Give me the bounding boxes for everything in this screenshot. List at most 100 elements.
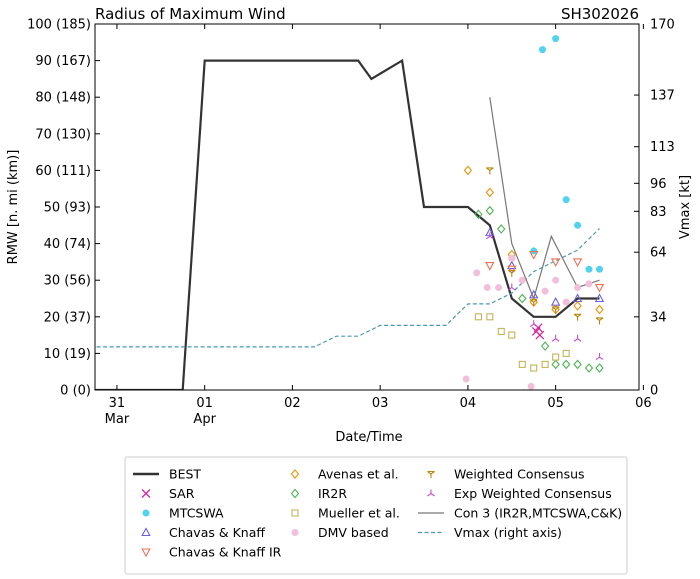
legend-label: SAR bbox=[169, 486, 195, 501]
y2-tick-label: 170 bbox=[650, 18, 675, 33]
plot-frame bbox=[94, 23, 640, 391]
data-point-avenas-et-al bbox=[595, 304, 604, 315]
data-point-weighted-consensus bbox=[486, 167, 494, 175]
data-point-weighted-consensus bbox=[573, 313, 582, 321]
data-point-dmv-based bbox=[562, 298, 570, 306]
legend-item-chavas-knaff-ir: Chavas & Knaff IR bbox=[141, 545, 282, 560]
data-point-mueller-et-al bbox=[474, 313, 482, 321]
legend-swatch bbox=[427, 470, 435, 478]
y-tick-label: 20 (37) bbox=[44, 310, 91, 325]
data-point-dmv-based bbox=[527, 382, 535, 390]
x-tick-label: 03 bbox=[372, 396, 389, 411]
y2-tick-label: 96 bbox=[650, 177, 667, 192]
legend-swatch bbox=[141, 548, 151, 558]
data-point-weighted-consensus bbox=[595, 317, 604, 325]
legend-item-exp-weighted-consensus: Exp Weighted Consensus bbox=[427, 486, 612, 501]
data-point-mueller-et-al bbox=[518, 360, 526, 368]
data-point-mueller-et-al bbox=[541, 360, 549, 368]
x-tick-label: 05 bbox=[547, 396, 564, 411]
legend-swatch bbox=[291, 529, 299, 536]
data-point-dmv-based bbox=[473, 269, 481, 277]
data-point-mueller-et-al bbox=[552, 353, 560, 361]
legend-box bbox=[124, 456, 628, 575]
data-point-dmv-based bbox=[462, 375, 470, 383]
data-point-chavas-knaff-ir bbox=[528, 251, 539, 260]
legend: BEST SAR MTCSWA Chavas & Knaff Chavas & Knaf… bbox=[133, 467, 622, 560]
data-point-mueller-et-al bbox=[562, 349, 570, 357]
x-tick-label: 02 bbox=[284, 396, 301, 411]
data-point-ir2r bbox=[485, 205, 495, 216]
y2-axis-label: Vmax [kt] bbox=[678, 175, 693, 239]
x-tick-label: 04 bbox=[460, 396, 477, 411]
data-point-dmv-based bbox=[495, 284, 503, 292]
y2-tick-label: 34 bbox=[650, 310, 667, 325]
data-point-ir2r bbox=[561, 359, 571, 370]
data-point-ir2r bbox=[573, 359, 582, 370]
data-point-chavas-knaff-ir bbox=[594, 283, 605, 293]
series-exp-weighted-consensus bbox=[486, 232, 604, 361]
series-chavas-knaff-ir bbox=[485, 251, 605, 293]
legend-item-mueller-et-al: Mueller et al. bbox=[291, 506, 400, 521]
legend-item-best: BEST bbox=[133, 467, 201, 482]
plot-area bbox=[95, 35, 605, 390]
series-ir2r bbox=[474, 205, 604, 373]
data-point-ir2r bbox=[595, 363, 604, 373]
legend-swatch bbox=[142, 509, 150, 517]
y-tick-label: 70 (130) bbox=[35, 127, 91, 142]
x-tick-label: 01 bbox=[196, 396, 213, 411]
y2-tick-label: 83 bbox=[650, 205, 667, 220]
data-point-dmv-based bbox=[541, 287, 549, 295]
data-point-dmv-based bbox=[508, 254, 516, 262]
data-point-avenas-et-al bbox=[573, 300, 582, 311]
legend-swatch bbox=[141, 527, 151, 537]
data-point-mueller-et-al bbox=[508, 331, 516, 339]
data-point-ir2r bbox=[474, 209, 483, 220]
legend-label: Mueller et al. bbox=[318, 506, 400, 521]
y-axis-label: RMW [n. mi (km)] bbox=[6, 150, 21, 265]
y-tick-label: 60 (111) bbox=[35, 164, 91, 179]
data-point-avenas-et-al bbox=[463, 165, 473, 176]
data-point-mueller-et-al bbox=[497, 327, 505, 335]
legend-item-vmax-right-axis: Vmax (right axis) bbox=[418, 525, 562, 540]
x-axis-label: Date/Time bbox=[335, 430, 402, 445]
legend-item-sar: SAR bbox=[141, 486, 195, 501]
data-point-mtcswa bbox=[552, 35, 560, 43]
legend-label: DMV based bbox=[318, 525, 389, 540]
legend-label: Exp Weighted Consensus bbox=[454, 486, 612, 501]
data-point-exp-weighted-consensus bbox=[507, 283, 516, 291]
y2-tick-label: 137 bbox=[650, 89, 675, 104]
data-point-ir2r bbox=[540, 341, 550, 351]
data-point-chavas-knaff-ir bbox=[507, 265, 517, 275]
data-point-ir2r bbox=[551, 359, 560, 370]
data-point-exp-weighted-consensus bbox=[529, 320, 538, 328]
y2-tick-label: 0 bbox=[650, 384, 658, 399]
y-tick-label: 40 (74) bbox=[44, 237, 91, 252]
legend-swatch bbox=[427, 489, 435, 497]
series-weighted-consensus bbox=[486, 167, 604, 325]
legend-label: Chavas & Knaff bbox=[169, 525, 265, 540]
y2-tick-label: 64 bbox=[650, 246, 667, 261]
legend-swatch bbox=[291, 509, 299, 517]
data-point-chavas-knaff bbox=[507, 260, 517, 270]
data-point-dmv-based bbox=[552, 276, 560, 284]
data-point-chavas-knaff-ir bbox=[485, 262, 495, 271]
series-dmv-based bbox=[462, 254, 593, 390]
data-point-mueller-et-al bbox=[486, 313, 494, 321]
data-point-chavas-knaff bbox=[594, 293, 605, 303]
legend-label: Weighted Consensus bbox=[454, 467, 585, 482]
data-point-exp-weighted-consensus bbox=[551, 334, 560, 342]
legend-item-avenas-et-al: Avenas et al. bbox=[290, 467, 399, 482]
y-tick-label: 90 (167) bbox=[35, 54, 91, 69]
y-tick-label: 50 (93) bbox=[44, 201, 91, 216]
data-point-avenas-et-al bbox=[485, 187, 495, 198]
y2-tick-label: 113 bbox=[650, 140, 675, 155]
series-mueller-et-al bbox=[474, 313, 570, 372]
x-tick-label: 06 bbox=[635, 396, 652, 411]
legend-swatch bbox=[141, 489, 151, 498]
legend-label: IR2R bbox=[318, 486, 347, 501]
legend-item-weighted-consensus: Weighted Consensus bbox=[427, 467, 585, 482]
data-point-weighted-consensus bbox=[507, 269, 516, 277]
legend-label: Con 3 (IR2R,MTCSWA,C&K) bbox=[454, 506, 622, 521]
data-point-dmv-based bbox=[574, 284, 582, 292]
